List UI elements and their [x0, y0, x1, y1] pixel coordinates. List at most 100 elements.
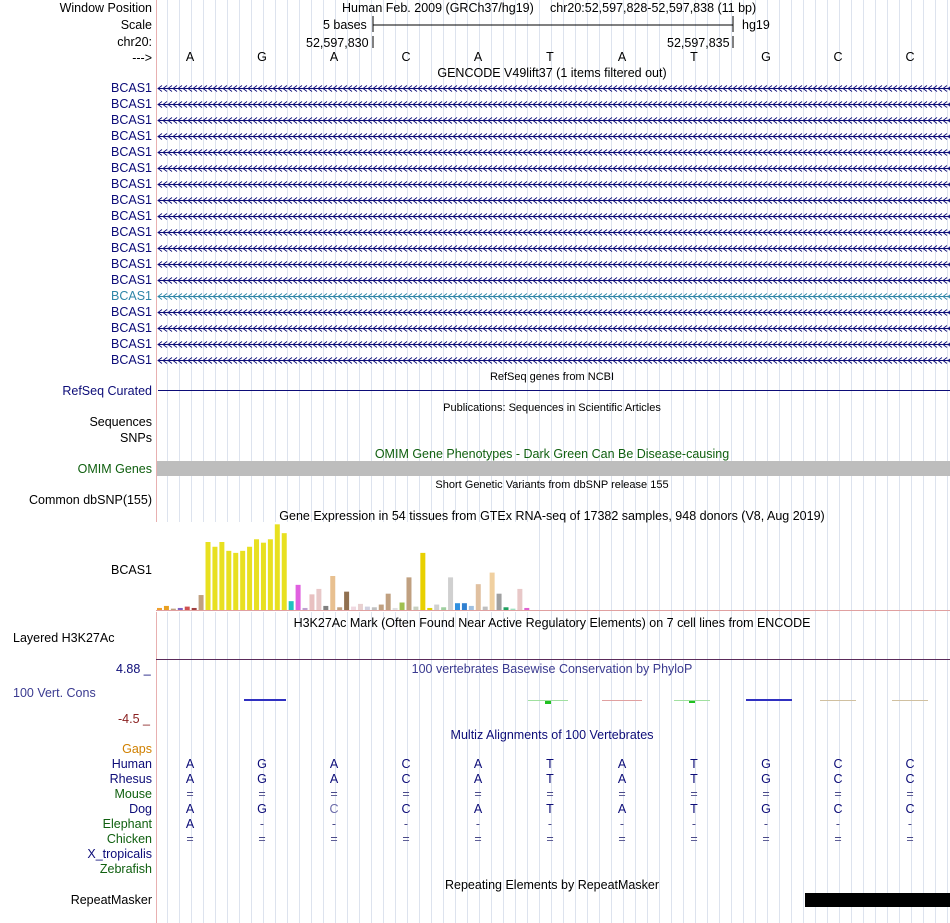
- multiz-base: A: [473, 757, 483, 771]
- gencode-gene-label[interactable]: BCAS1: [111, 209, 152, 223]
- gtex-bar: [337, 607, 343, 610]
- h3k27ac-track[interactable]: [156, 655, 950, 665]
- strand-arrows: [157, 117, 950, 124]
- refseq-track[interactable]: [156, 384, 950, 398]
- gtex-bar: [510, 608, 516, 610]
- gencode-gene-label[interactable]: BCAS1: [111, 353, 152, 367]
- multiz-base: C: [905, 772, 915, 786]
- gtex-bar: [427, 607, 433, 610]
- publications-title[interactable]: Publications: Sequences in Scientific Ar…: [443, 402, 661, 414]
- multiz-base: -: [547, 817, 553, 831]
- gtex-bar: [482, 606, 488, 610]
- multiz-base: -: [331, 817, 337, 831]
- strand-arrows: [157, 165, 950, 172]
- gtex-bar: [198, 595, 204, 610]
- phylop-title[interactable]: 100 vertebrates Basewise Conservation by…: [411, 662, 693, 676]
- repeatmasker-feature[interactable]: [805, 893, 950, 907]
- gencode-gene-label[interactable]: BCAS1: [111, 305, 152, 319]
- gtex-bar: [475, 584, 481, 610]
- multiz-base: -: [403, 817, 409, 831]
- multiz-base: -: [475, 817, 481, 831]
- refseq-label[interactable]: RefSeq Curated: [62, 384, 152, 398]
- gtex-bar: [385, 593, 391, 610]
- multiz-species-label[interactable]: Chicken: [106, 832, 152, 846]
- gencode-gene-label[interactable]: BCAS1: [111, 145, 152, 159]
- gtex-title[interactable]: Gene Expression in 54 tissues from GTEx …: [279, 509, 825, 523]
- omim-feature-bar[interactable]: [157, 461, 950, 476]
- multiz-title[interactable]: Multiz Alignments of 100 Vertebrates: [450, 728, 654, 742]
- gencode-gene-label[interactable]: BCAS1: [111, 225, 152, 239]
- gtex-bar: [302, 607, 308, 610]
- gtex-bar-chart[interactable]: [156, 522, 950, 614]
- gencode-gene-label[interactable]: BCAS1: [111, 97, 152, 111]
- multiz-species-label[interactable]: Human: [111, 757, 152, 771]
- gtex-bar: [281, 533, 287, 610]
- multiz-species-label[interactable]: Zebrafish: [99, 862, 152, 876]
- gencode-transcripts[interactable]: [156, 80, 950, 370]
- gtex-bar: [357, 603, 363, 610]
- h3k27ac-label[interactable]: Layered H3K27Ac: [13, 631, 115, 645]
- multiz-base: G: [761, 802, 771, 816]
- strand-arrows: [157, 101, 950, 108]
- gencode-gene-label[interactable]: BCAS1: [111, 113, 152, 127]
- base-letter: A: [185, 50, 195, 64]
- scale-label: Scale: [120, 18, 152, 32]
- strand-arrows: [157, 277, 950, 284]
- multiz-species-label[interactable]: X_tropicalis: [87, 847, 152, 861]
- gtex-bar: [157, 607, 162, 610]
- gencode-gene-label[interactable]: BCAS1: [111, 81, 152, 95]
- dbsnp-label[interactable]: Common dbSNP(155): [29, 493, 152, 507]
- refseq-title[interactable]: RefSeq genes from NCBI: [489, 371, 615, 383]
- multiz-base: C: [833, 757, 843, 771]
- phylop-track[interactable]: [156, 690, 950, 710]
- multiz-base: =: [258, 832, 266, 846]
- multiz-species-label[interactable]: Mouse: [114, 787, 152, 801]
- base-letter: A: [329, 50, 339, 64]
- gencode-gene-label[interactable]: BCAS1: [111, 161, 152, 175]
- position-text[interactable]: chr20:52,597,828-52,597,838 (11 bp): [550, 1, 757, 15]
- base-letter: C: [905, 50, 915, 64]
- multiz-species-label[interactable]: Rhesus: [109, 772, 152, 786]
- h3k27ac-title[interactable]: H3K27Ac Mark (Often Found Near Active Re…: [293, 616, 811, 630]
- gencode-gene-label[interactable]: BCAS1: [111, 241, 152, 255]
- gencode-gene-label[interactable]: BCAS1: [111, 273, 152, 287]
- repeatmasker-title[interactable]: Repeating Elements by RepeatMasker: [444, 878, 660, 892]
- gencode-title[interactable]: GENCODE V49lift37 (1 items filtered out): [437, 66, 667, 80]
- gtex-bar: [191, 607, 197, 610]
- base-letter: C: [833, 50, 843, 64]
- gencode-gene-label[interactable]: BCAS1: [111, 177, 152, 191]
- strand-arrows: [157, 357, 950, 364]
- base-letter: G: [761, 50, 771, 64]
- phylop-label[interactable]: 100 Vert. Cons: [13, 686, 96, 700]
- multiz-species-label[interactable]: Elephant: [102, 817, 152, 831]
- multiz-gaps-label[interactable]: Gaps: [122, 742, 152, 756]
- gencode-gene-label[interactable]: BCAS1: [111, 129, 152, 143]
- window-position-label: Window Position: [59, 1, 152, 15]
- gencode-gene-label[interactable]: BCAS1: [111, 337, 152, 351]
- repeatmasker-label[interactable]: RepeatMasker: [70, 893, 152, 907]
- multiz-base: A: [329, 772, 339, 786]
- gencode-gene-label[interactable]: BCAS1: [111, 257, 152, 271]
- multiz-species-label[interactable]: Dog: [129, 802, 152, 816]
- base-letter: C: [401, 50, 411, 64]
- gencode-gene-label[interactable]: BCAS1: [111, 321, 152, 335]
- multiz-base: =: [546, 787, 554, 801]
- multiz-base: A: [185, 802, 195, 816]
- dbsnp-title[interactable]: Short Genetic Variants from dbSNP releas…: [435, 479, 669, 491]
- omim-label[interactable]: OMIM Genes: [77, 462, 152, 476]
- gtex-bar: [226, 550, 232, 610]
- base-letter: T: [690, 50, 698, 64]
- strand-arrows: [157, 229, 950, 236]
- strand-arrows: [157, 181, 950, 188]
- gencode-gene-label[interactable]: BCAS1: [111, 193, 152, 207]
- multiz-base: =: [618, 832, 626, 846]
- gtex-gene-label[interactable]: BCAS1: [111, 563, 152, 577]
- multiz-base: =: [546, 832, 554, 846]
- publications-label-sequences[interactable]: Sequences: [89, 415, 152, 429]
- strand-arrows: [157, 213, 950, 220]
- publications-label-snps[interactable]: SNPs: [120, 431, 152, 445]
- gencode-gene-label[interactable]: BCAS1: [111, 289, 152, 303]
- multiz-base: -: [619, 817, 625, 831]
- omim-title[interactable]: OMIM Gene Phenotypes - Dark Green Can Be…: [374, 447, 730, 461]
- base-letter: T: [546, 50, 554, 64]
